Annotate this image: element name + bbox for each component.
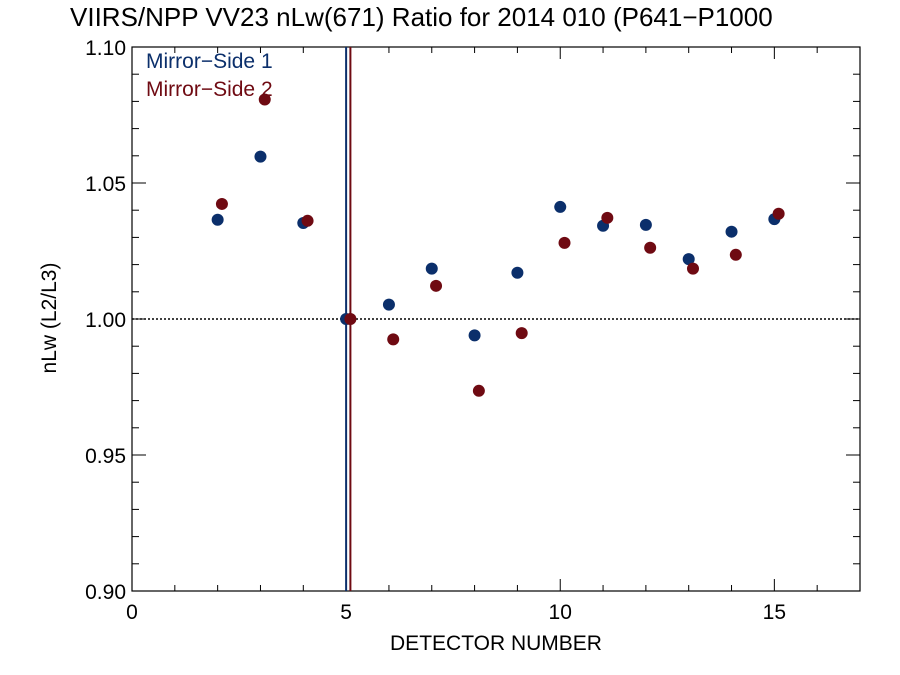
x-tick-label: 5: [340, 601, 352, 624]
data-point-mirror-side-1: [468, 329, 481, 342]
data-point-mirror-side-2: [344, 313, 357, 325]
x-tick-label: 15: [763, 601, 786, 624]
x-axis-label: DETECTOR NUMBER: [390, 632, 602, 655]
data-point-mirror-side-1: [682, 253, 695, 266]
legend-entry-mirror-side-2: Mirror−Side 2: [146, 78, 273, 101]
data-point-mirror-side-2: [515, 327, 528, 340]
data-point-mirror-side-1: [382, 298, 395, 311]
y-tick-label: 1.10: [85, 37, 126, 60]
data-point-mirror-side-2: [472, 384, 485, 397]
data-point-mirror-side-2: [729, 248, 742, 261]
data-point-mirror-side-1: [639, 218, 652, 231]
plot-area: 0 5 10 15 0.90 0.95 1.00 1.05 1.10: [85, 37, 861, 624]
data-point-mirror-side-2: [644, 241, 657, 254]
data-point-mirror-side-2: [601, 211, 614, 224]
y-tick-label: 1.05: [85, 173, 126, 196]
y-tick-label: 0.90: [85, 581, 126, 604]
data-point-mirror-side-2: [301, 214, 314, 227]
data-point-mirror-side-2: [772, 207, 785, 220]
data-point-mirror-side-2: [215, 197, 228, 210]
y-tick-label: 1.00: [85, 309, 126, 332]
data-point-mirror-side-1: [511, 266, 524, 279]
x-tick-label: 0: [126, 601, 138, 624]
data-point-mirror-side-2: [686, 262, 699, 275]
legend-entry-mirror-side-1: Mirror−Side 1: [146, 50, 273, 73]
data-point-mirror-side-1: [554, 200, 567, 213]
data-point-mirror-side-1: [425, 262, 438, 275]
data-point-mirror-side-2: [430, 279, 443, 292]
data-point-mirror-side-2: [387, 333, 400, 346]
x-tick-label: 10: [549, 601, 572, 624]
y-tick-label: 0.95: [85, 445, 126, 468]
data-point-mirror-side-1: [211, 213, 224, 226]
data-point-mirror-side-2: [558, 236, 571, 249]
data-point-mirror-side-2: [258, 93, 271, 106]
data-point-mirror-side-1: [725, 225, 738, 238]
chart-title: VIIRS/NPP VV23 nLw(671) Ratio for 2014 0…: [70, 2, 773, 32]
data-point-mirror-side-1: [254, 150, 267, 163]
y-axis-label: nLw (L2/L3): [38, 263, 61, 374]
